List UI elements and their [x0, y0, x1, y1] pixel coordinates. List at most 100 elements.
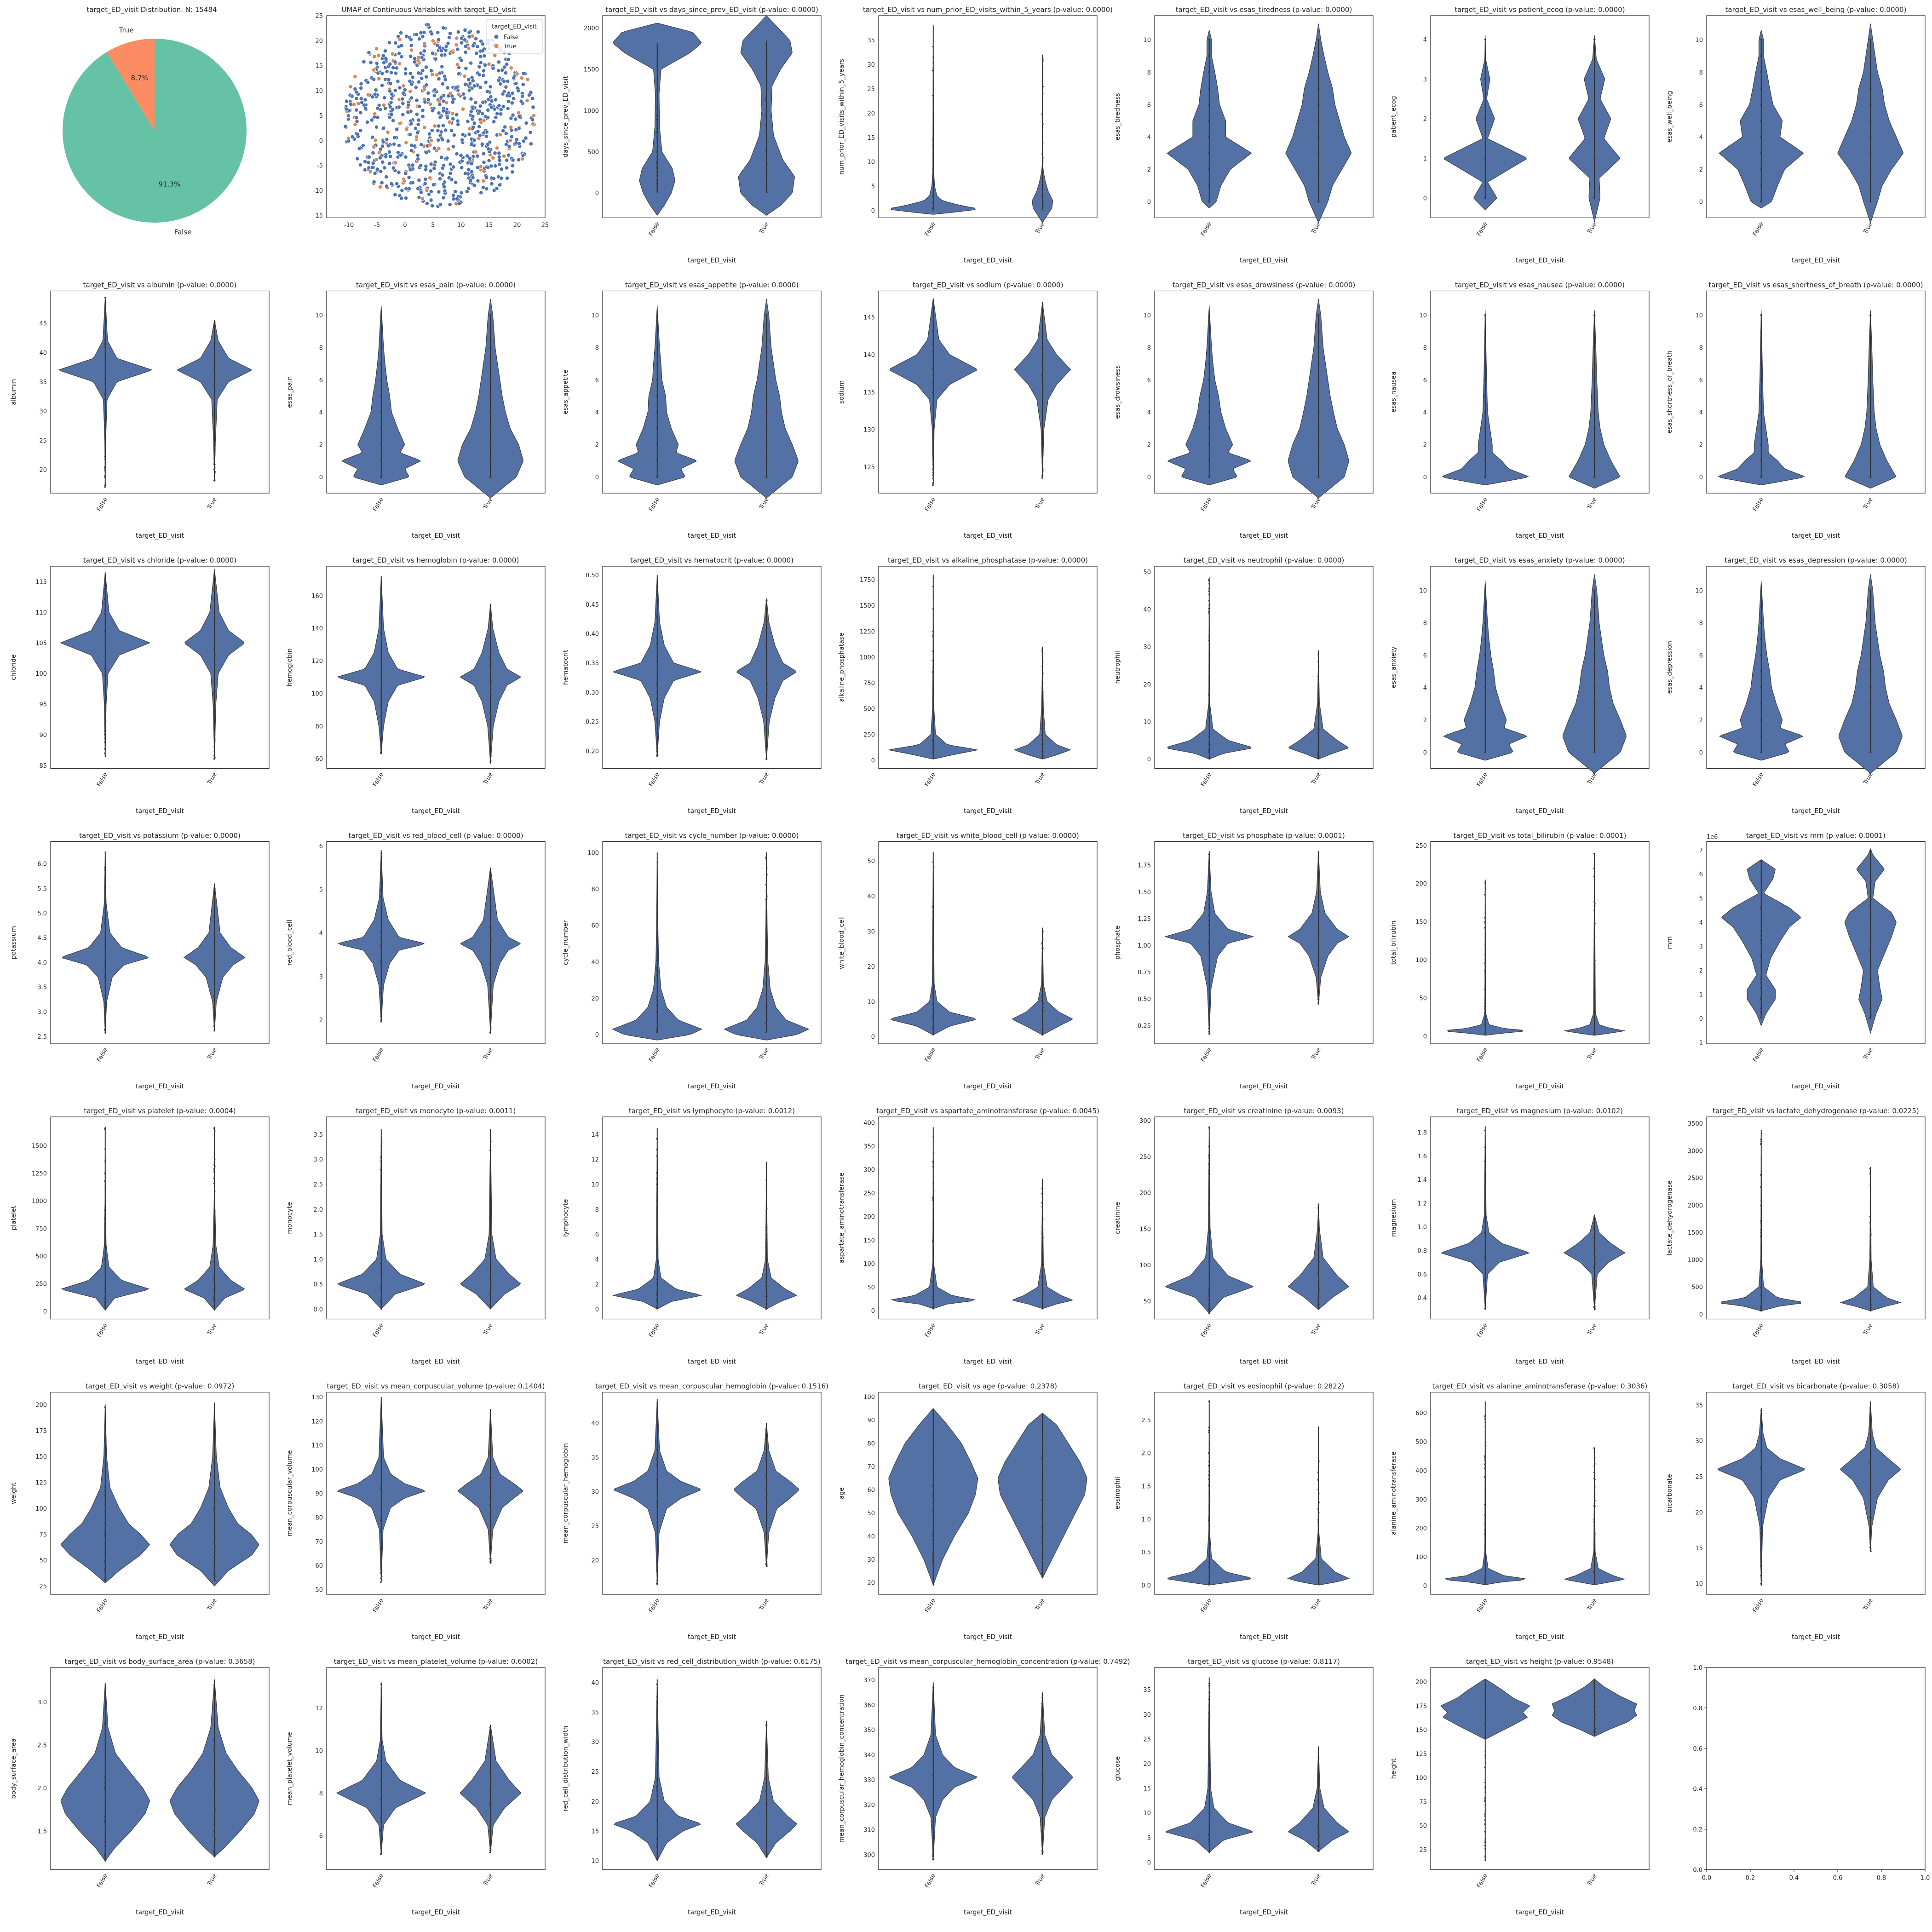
data-point	[380, 1725, 382, 1727]
data-point	[1593, 901, 1595, 903]
data-point	[1760, 876, 1762, 878]
y-axis-label: red_cell_distribution_width	[562, 1726, 569, 1811]
chart-title: target_ED_visit vs num_prior_ED_visits_w…	[863, 6, 1113, 14]
data-point	[765, 924, 767, 926]
data-point	[932, 1560, 934, 1562]
y-tick-label: 1.5	[37, 1828, 47, 1835]
data-point	[932, 748, 934, 750]
data-point	[1318, 1512, 1320, 1513]
data-point	[1594, 1463, 1596, 1465]
data-point	[1208, 605, 1210, 608]
x-tick-label: True	[206, 1047, 218, 1062]
data-point	[380, 1853, 382, 1855]
chart-title: target_ED_visit vs sodium (p-value: 0.00…	[913, 281, 1064, 290]
data-point	[656, 1248, 658, 1250]
data-point	[765, 995, 767, 996]
data-point	[1208, 1225, 1210, 1227]
data-point	[1760, 916, 1762, 918]
data-point	[1484, 937, 1486, 938]
data-point	[1042, 1002, 1044, 1004]
data-point	[104, 1009, 106, 1011]
data-point	[104, 966, 106, 968]
data-point	[656, 330, 658, 333]
data-point	[380, 1811, 383, 1813]
data-point	[213, 1735, 216, 1737]
data-point	[1869, 362, 1872, 365]
y-tick-label: 150	[863, 1237, 875, 1244]
data-point	[766, 1552, 768, 1553]
data-point	[1041, 362, 1043, 364]
data-point	[1594, 1276, 1596, 1278]
x-tick-label: True	[206, 771, 218, 786]
data-point	[104, 1206, 106, 1208]
data-point	[933, 408, 935, 410]
data-point	[214, 737, 216, 739]
data-point	[380, 606, 382, 608]
data-point	[104, 423, 106, 425]
data-point	[489, 427, 492, 430]
data-point	[1760, 1011, 1762, 1013]
data-point	[1760, 930, 1762, 932]
x-tick-label: True	[1862, 496, 1874, 511]
chart-title: target_ED_visit vs eosinophil (p-value: …	[1184, 1382, 1345, 1391]
y-axis-label: albumin	[10, 379, 17, 405]
data-point	[1041, 1741, 1043, 1743]
data-point	[214, 1288, 216, 1291]
data-point	[104, 1856, 106, 1858]
data-point	[380, 1572, 382, 1574]
data-point	[1317, 1305, 1319, 1307]
data-point	[1042, 1288, 1044, 1290]
data-point	[1041, 1232, 1043, 1234]
data-point	[1041, 195, 1043, 196]
data-point	[656, 1748, 658, 1750]
data-point	[104, 1811, 106, 1812]
data-point	[656, 1228, 658, 1230]
data-point	[656, 1857, 658, 1859]
data-point	[1594, 1560, 1596, 1562]
data-point	[104, 444, 106, 446]
data-point	[1869, 1307, 1871, 1310]
scatter-point-false	[487, 158, 491, 163]
data-point	[1041, 984, 1043, 986]
data-point	[380, 647, 382, 649]
data-point	[766, 1242, 768, 1244]
data-point	[1208, 1465, 1210, 1466]
data-point	[489, 1740, 492, 1742]
data-point	[1593, 883, 1595, 885]
data-point	[1041, 710, 1044, 712]
data-point	[104, 1246, 106, 1248]
data-point	[1484, 1006, 1486, 1007]
data-point	[1760, 1562, 1762, 1564]
y-tick-label: 4	[1423, 685, 1427, 692]
data-point	[932, 472, 934, 473]
data-point	[213, 458, 215, 460]
data-point	[1041, 93, 1044, 96]
data-point	[213, 920, 215, 922]
data-point	[1208, 476, 1210, 478]
data-point	[104, 603, 106, 605]
data-point	[656, 732, 658, 734]
chart-1: target_ED_visit Distribution. N: 15484Tr…	[63, 6, 247, 236]
data-point	[1041, 1209, 1044, 1211]
scatter-point-false	[371, 77, 376, 81]
data-point	[1041, 455, 1043, 457]
plot-frame	[878, 1392, 1098, 1595]
data-point	[1208, 1025, 1210, 1027]
y-tick-label: 3.5	[313, 1132, 323, 1138]
scatter-point-true	[351, 102, 356, 107]
data-point	[380, 1484, 382, 1486]
data-point	[1317, 1271, 1319, 1273]
data-point	[104, 1522, 106, 1524]
y-tick-label: 0	[43, 1309, 47, 1316]
scatter-point-false	[501, 128, 506, 133]
y-tick-label: 0.4	[1417, 1295, 1427, 1302]
data-point	[1042, 938, 1044, 940]
chart-title: target_ED_visit vs esas_drowsiness (p-va…	[1173, 281, 1356, 290]
scatter-point-false	[505, 176, 510, 180]
data-point	[104, 674, 106, 677]
data-point	[1041, 678, 1044, 680]
data-point	[380, 1528, 382, 1530]
data-point	[765, 727, 767, 729]
data-point	[214, 339, 216, 340]
data-point	[765, 1004, 767, 1006]
